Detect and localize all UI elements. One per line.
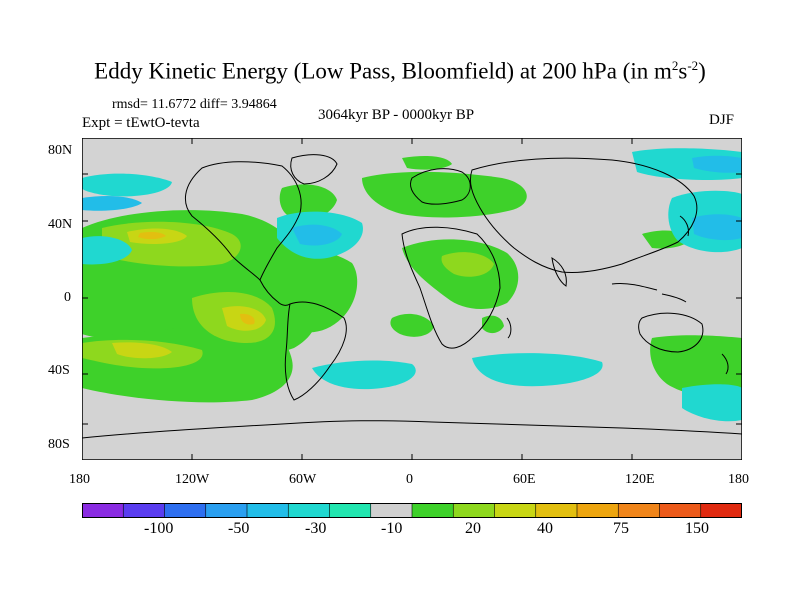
x-tick-label: 60W: [289, 472, 317, 487]
colorbar-swatch: [577, 503, 619, 518]
colorbar-label: 40: [537, 520, 553, 537]
colorbar-swatch: [535, 503, 578, 518]
x-tick-label: 120E: [625, 472, 655, 487]
coast-greenland: [290, 154, 338, 185]
colorbar: [82, 503, 742, 518]
colorbar-swatch: [247, 503, 289, 518]
colorbar-swatch: [329, 503, 372, 518]
coast-japan: [679, 215, 689, 237]
colorbar-swatch: [453, 503, 495, 518]
experiment-label: Expt = tEwtO-tevta: [82, 115, 200, 131]
contour-cyan-south-indian: [472, 353, 603, 387]
colorbar-label: -50: [228, 520, 250, 537]
colorbar-label: -10: [381, 520, 403, 537]
stats-label: rmsd= 11.6772 diff= 3.94864: [112, 97, 277, 112]
contour-green-south-atlantic: [390, 313, 434, 337]
season-label: DJF: [709, 112, 735, 128]
contour-cyan-south-pacific-far-east: [682, 384, 742, 422]
coast-europe: [409, 168, 471, 205]
contour-green-arctic: [402, 156, 452, 170]
positive-contours: [82, 156, 742, 403]
coast-madagascar: [506, 317, 512, 339]
colorbar-swatch: [618, 503, 660, 518]
coast-north-america: [184, 161, 302, 281]
y-tick-label: 80S: [48, 437, 70, 452]
coast-central-america: [259, 279, 291, 306]
contour-lime-north-africa: [441, 252, 494, 277]
y-tick-label: 40N: [48, 217, 73, 232]
colorbar-swatch: [659, 503, 702, 518]
coast-antarctica: [82, 420, 742, 439]
colorbar-swatch: [288, 503, 330, 518]
colorbar-label: -100: [144, 520, 174, 537]
coast-new-zealand: [721, 353, 729, 375]
colorbar-swatch: [370, 503, 413, 518]
contour-yellow-south-pacific-west: [112, 342, 172, 359]
contour-blue-north-atlantic: [292, 224, 342, 246]
negative-contours: [82, 148, 742, 422]
contour-blue-north-pacific: [82, 195, 142, 211]
colorbar-label: 75: [613, 520, 629, 537]
contour-orange-north-pacific: [138, 232, 166, 240]
contour-cyan-north-pacific: [82, 173, 172, 197]
coast-africa: [401, 226, 501, 349]
x-tick-label: 0: [406, 472, 413, 487]
colorbar-swatch: [700, 503, 742, 518]
colorbar-label: 150: [685, 520, 709, 537]
contour-cyan-south-atlantic: [312, 360, 416, 390]
contour-blue-east-pacific-north: [692, 214, 742, 241]
contour-orange-south-pacific-east: [240, 313, 255, 325]
coast-south-america: [284, 301, 347, 401]
contour-blue-far-north-pacific: [692, 155, 742, 173]
coast-australia: [638, 312, 704, 353]
period-label: 3064kyr BP - 0000kyr BP: [318, 107, 475, 123]
x-tick-label: 180: [728, 472, 749, 487]
x-tick-label: 180: [69, 472, 90, 487]
colorbar-label: 20: [465, 520, 481, 537]
coast-indonesia: [611, 283, 687, 303]
x-tick-label: 120W: [175, 472, 210, 487]
coast-india: [551, 257, 567, 287]
colorbar-swatch: [123, 503, 165, 518]
y-tick-label: 0: [64, 290, 71, 305]
map-panel: [82, 138, 742, 460]
colorbar-swatch: [205, 503, 248, 518]
y-tick-label: 40S: [48, 363, 70, 378]
plot-title: Eddy Kinetic Energy (Low Pass, Bloomfiel…: [94, 58, 706, 84]
colorbar-swatch: [494, 503, 537, 518]
colorbar-label: -30: [305, 520, 327, 537]
contour-green-north-atlantic: [279, 184, 337, 220]
colorbar-swatch: [164, 503, 207, 518]
coast-asia: [469, 157, 698, 273]
y-tick-label: 80N: [48, 143, 73, 158]
colorbar-swatch: [412, 503, 454, 518]
x-tick-label: 60E: [513, 472, 536, 487]
contour-green-central-atlantic: [272, 247, 358, 333]
axis-ticks: [82, 138, 742, 460]
contour-cyan-west-pacific: [82, 236, 132, 265]
coastlines: [82, 154, 742, 439]
colorbar-swatch: [82, 503, 124, 518]
contour-green-europe: [362, 171, 527, 218]
